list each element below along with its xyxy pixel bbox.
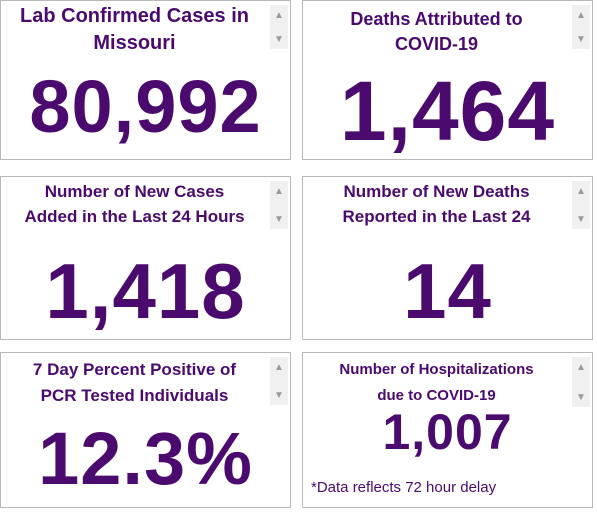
scroll-down-icon[interactable]: ▼ <box>274 389 284 401</box>
card-title: Number of New Cases Added in the Last 24… <box>24 182 245 226</box>
card-value: 14 <box>403 247 492 335</box>
scroll-down-icon[interactable]: ▼ <box>274 33 284 45</box>
scroll-up-icon[interactable]: ▲ <box>274 361 284 373</box>
card-title: Lab Confirmed Cases in Missouri <box>20 5 249 54</box>
card-title: Number of New Deaths Reported in the Las… <box>342 182 531 226</box>
card-title: Number of Hospitalizations due to COVID-… <box>339 361 534 404</box>
scroll-up-icon[interactable]: ▲ <box>274 9 284 21</box>
scroll-down-icon[interactable]: ▼ <box>576 33 586 45</box>
scrollbar[interactable]: ▲ ▼ <box>572 357 590 407</box>
card-value: 80,992 <box>29 65 262 148</box>
scroll-down-icon[interactable]: ▼ <box>576 391 586 403</box>
scroll-up-icon[interactable]: ▲ <box>576 9 586 21</box>
card-value: 12.3% <box>38 417 253 500</box>
scrollbar[interactable]: ▲ ▼ <box>270 357 288 405</box>
card-title: 7 Day Percent Positive of PCR Tested Ind… <box>32 360 237 405</box>
card-deaths: Deaths Attributed to COVID-19 1,464 ▲ ▼ <box>302 0 593 160</box>
card-hospitalizations: Number of Hospitalizations due to COVID-… <box>302 352 593 508</box>
scroll-up-icon[interactable]: ▲ <box>576 361 586 373</box>
card-title: Deaths Attributed to COVID-19 <box>350 9 523 54</box>
card-value: 1,418 <box>45 247 246 335</box>
scroll-up-icon[interactable]: ▲ <box>576 185 586 197</box>
scrollbar[interactable]: ▲ ▼ <box>270 5 288 49</box>
card-lab-confirmed-cases: Lab Confirmed Cases in Missouri 80,992 ▲… <box>0 0 291 160</box>
scroll-down-icon[interactable]: ▼ <box>576 213 586 225</box>
card-value: 1,464 <box>339 64 556 158</box>
card-new-deaths-24h: Number of New Deaths Reported in the Las… <box>302 176 593 340</box>
card-percent-positive: 7 Day Percent Positive of PCR Tested Ind… <box>0 352 291 508</box>
scrollbar[interactable]: ▲ ▼ <box>572 5 590 49</box>
data-delay-note: *Data reflects 72 hour delay <box>311 479 497 496</box>
card-value: 1,007 <box>382 404 513 460</box>
card-new-cases-24h: Number of New Cases Added in the Last 24… <box>0 176 291 340</box>
scroll-up-icon[interactable]: ▲ <box>274 185 284 197</box>
scrollbar[interactable]: ▲ ▼ <box>270 181 288 229</box>
scroll-down-icon[interactable]: ▼ <box>274 213 284 225</box>
scrollbar[interactable]: ▲ ▼ <box>572 181 590 229</box>
